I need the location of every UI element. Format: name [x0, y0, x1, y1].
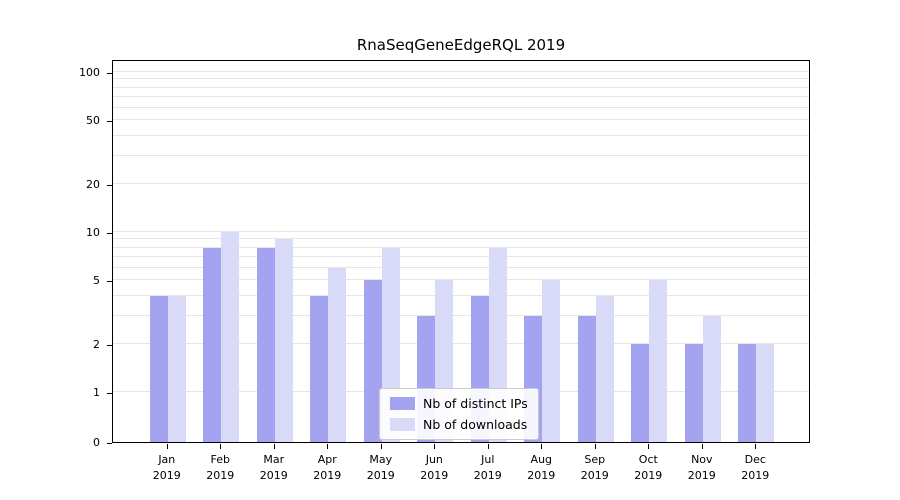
gridline	[113, 106, 809, 108]
gridline	[113, 314, 809, 316]
legend-item-distinct-ips: Nb of distinct IPs	[390, 396, 528, 411]
legend-label-distinct-ips: Nb of distinct IPs	[423, 396, 528, 411]
bar-downloads-dec	[756, 343, 775, 442]
y-tick-label: 1	[93, 386, 100, 399]
bar-distinct-ips-oct	[631, 343, 650, 442]
legend-item-downloads: Nb of downloads	[390, 417, 528, 432]
x-tick-label-sep: Sep 2019	[580, 453, 609, 482]
gridline	[113, 71, 809, 72]
x-tick-label-aug: Aug 2019	[527, 453, 556, 482]
y-tick-mark	[107, 281, 112, 283]
gridline	[113, 95, 809, 97]
bar-downloads-jan	[167, 295, 186, 442]
x-tick-label-jan: Jan 2019	[152, 453, 181, 482]
y-tick-mark	[107, 443, 112, 444]
y-tick-mark	[107, 73, 112, 74]
x-tick-mark	[755, 444, 757, 449]
gridline	[113, 255, 809, 257]
y-tick-mark	[107, 393, 112, 394]
bar-downloads-oct	[649, 280, 668, 442]
bar-distinct-ips-dec	[738, 343, 757, 442]
gridline	[113, 154, 809, 156]
gridline	[113, 86, 809, 88]
x-tick-label-jun: Jun 2019	[420, 453, 449, 482]
bar-distinct-ips-jan	[149, 295, 168, 442]
gridline	[113, 134, 809, 136]
gridline	[113, 246, 809, 248]
y-tick-mark	[107, 233, 112, 234]
gridline	[113, 294, 809, 296]
bar-downloads-aug	[542, 280, 561, 442]
x-tick-label-may: May 2019	[366, 453, 395, 482]
x-tick-label-apr: Apr 2019	[313, 453, 342, 482]
bar-downloads-mar	[274, 239, 293, 442]
bar-downloads-sep	[595, 295, 614, 442]
y-tick-mark	[107, 184, 112, 186]
y-tick-mark	[107, 344, 112, 346]
bar-distinct-ips-sep	[577, 315, 596, 442]
x-tick-mark	[380, 444, 382, 449]
bar-distinct-ips-nov	[684, 343, 703, 442]
gridline	[113, 342, 809, 344]
x-tick-label-jul: Jul 2019	[473, 453, 502, 482]
x-tick-label-nov: Nov 2019	[687, 453, 716, 482]
bar-downloads-feb	[221, 232, 240, 442]
y-tick-mark	[107, 121, 112, 123]
x-tick-mark	[594, 444, 596, 449]
gridline	[113, 279, 809, 281]
legend-swatch-distinct-ips	[390, 397, 415, 410]
gridline	[113, 266, 809, 268]
bar-downloads-nov	[702, 315, 721, 442]
chart-title: RnaSeqGeneEdgeRQL 2019	[356, 36, 566, 54]
y-tick-label: 2	[93, 337, 100, 351]
x-tick-mark	[648, 444, 650, 449]
legend-swatch-downloads	[390, 418, 415, 431]
gridline	[113, 231, 809, 232]
y-tick-label: 10	[86, 226, 100, 239]
bar-distinct-ips-mar	[256, 247, 275, 442]
y-tick-label: 20	[86, 177, 100, 191]
x-tick-label-feb: Feb 2019	[206, 453, 235, 482]
y-tick-label: 0	[93, 436, 100, 449]
x-tick-mark	[220, 444, 222, 449]
gridline	[113, 182, 809, 184]
gridline	[113, 78, 809, 80]
legend: Nb of distinct IPs Nb of downloads	[379, 388, 539, 440]
x-tick-mark	[434, 444, 436, 449]
x-tick-mark	[273, 444, 275, 449]
bar-downloads-apr	[328, 267, 347, 442]
gridline	[113, 119, 809, 121]
x-tick-mark	[327, 444, 329, 449]
bar-distinct-ips-feb	[203, 247, 222, 442]
gridline	[113, 238, 809, 240]
x-tick-label-dec: Dec 2019	[741, 453, 770, 482]
plot-area: Nb of distinct IPs Nb of downloads	[112, 60, 810, 443]
x-tick-mark	[487, 444, 489, 449]
bar-distinct-ips-apr	[310, 295, 329, 442]
y-tick-label: 100	[79, 66, 100, 79]
x-tick-label-mar: Mar 2019	[259, 453, 288, 482]
y-tick-label: 5	[93, 274, 100, 288]
x-tick-mark	[166, 444, 168, 449]
x-tick-mark	[541, 444, 543, 449]
x-tick-label-oct: Oct 2019	[634, 453, 663, 482]
y-tick-label: 50	[86, 114, 100, 128]
x-tick-mark	[701, 444, 703, 449]
bar-distinct-ips-may	[363, 280, 382, 442]
legend-label-downloads: Nb of downloads	[423, 417, 528, 432]
